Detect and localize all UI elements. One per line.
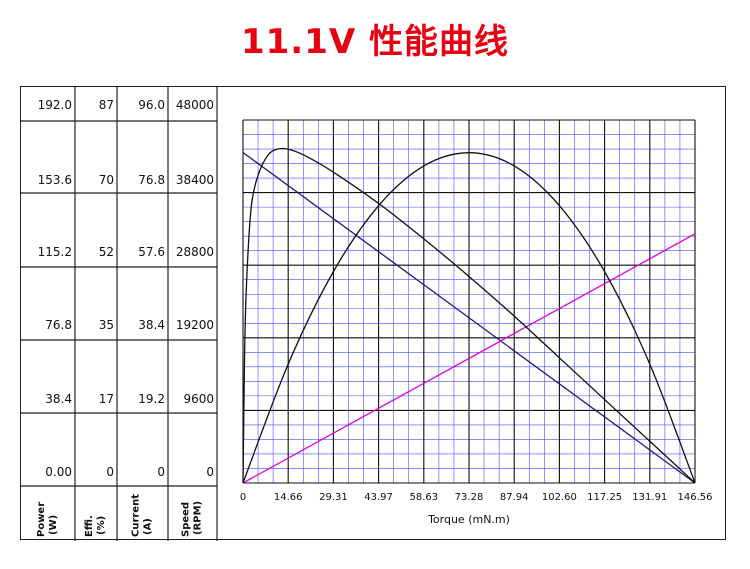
axis-tick-label: 48000: [176, 98, 214, 112]
axis-title: Speed (RPM): [181, 501, 204, 537]
axis-tick-label: 0.00: [45, 465, 72, 479]
performance-chart: 192.0 153.6 115.2 76.8 38.4 0.00 Power (W) 87 70 5…: [21, 87, 713, 541]
power-curve: [242, 152, 696, 484]
x-tick-label: 146.56: [678, 492, 713, 503]
x-tick-label: 87.94: [500, 492, 529, 503]
axis-tick-label: 38.4: [45, 392, 72, 406]
axis-tick-label: 76.8: [45, 318, 72, 332]
axis-tick-label: 153.6: [38, 173, 72, 187]
axis-title-line: Current: [131, 494, 142, 537]
x-tick-label: 102.60: [542, 492, 577, 503]
chart-title: 11.1V 性能曲线: [240, 22, 510, 62]
axis-tick-label: 28800: [176, 245, 214, 259]
axis-tick-label: 35: [99, 318, 114, 332]
x-tick-label: 29.31: [319, 492, 348, 503]
axis-tick-label: 96.0: [138, 98, 165, 112]
axis-tick-label: 76.8: [138, 173, 165, 187]
x-tick-label: 58.63: [409, 492, 438, 503]
axis-title: Effi. (%): [84, 515, 107, 537]
axis-title-line: (W): [48, 515, 59, 535]
axis-tick-label: 52: [99, 245, 114, 259]
x-tick-label: 73.28: [455, 492, 484, 503]
x-tick-label: 131.91: [632, 492, 667, 503]
axis-tick-label: 87: [99, 98, 114, 112]
x-tick-label: 43.97: [364, 492, 393, 503]
x-axis-label: Torque (mN.m): [427, 513, 510, 526]
axis-title-line: (%): [96, 516, 107, 535]
axis-tick-label: 0: [106, 465, 114, 479]
chart-frame: 192.0 153.6 115.2 76.8 38.4 0.00 Power (W) 87 70 5…: [20, 86, 726, 541]
axis-title-line: (RPM): [193, 501, 204, 535]
speed-curve: [242, 151, 696, 484]
axis-tick-label: 19200: [176, 318, 214, 332]
axis-tick-label: 0: [157, 465, 165, 479]
axis-title-line: Effi.: [84, 515, 95, 537]
axis-tick-label: 17: [99, 392, 114, 406]
axis-tick-label: 38.4: [138, 318, 165, 332]
axis-tick-label: 192.0: [38, 98, 72, 112]
axis-tick-label: 9600: [183, 392, 214, 406]
x-tick-label: 14.66: [274, 492, 303, 503]
efficiency-curve: [242, 147, 696, 484]
axis-tick-label: 0: [206, 465, 214, 479]
axis-tick-label: 38400: [176, 173, 214, 187]
x-tick-label: 117.25: [587, 492, 622, 503]
axis-title: Power (W): [36, 502, 59, 537]
axis-tick-label: 57.6: [138, 245, 165, 259]
axis-title: Current (A): [131, 494, 154, 537]
axis-tick-label: 19.2: [138, 392, 165, 406]
axis-tick-label: 115.2: [38, 245, 72, 259]
x-tick-label: 0: [240, 492, 246, 503]
current-curve: [242, 233, 696, 484]
axis-title-line: Speed: [181, 502, 192, 537]
axis-title-line: Power: [36, 502, 47, 537]
axis-tick-label: 70: [99, 173, 114, 187]
axis-title-line: (A): [143, 518, 154, 535]
